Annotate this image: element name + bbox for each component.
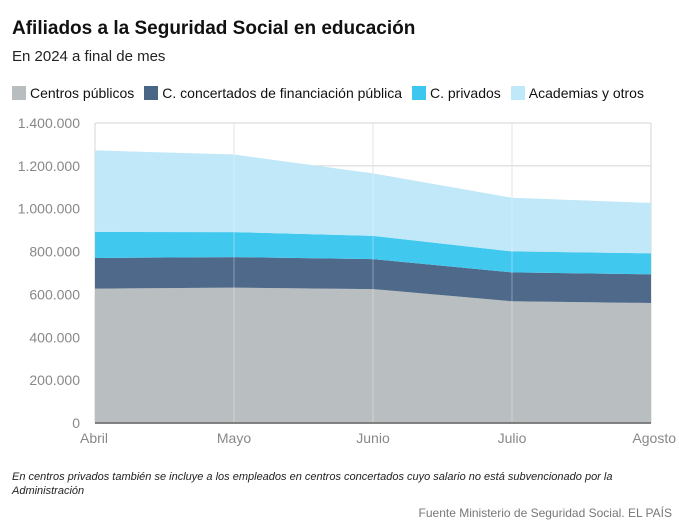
- chart-legend: Centros públicos C. concertados de finan…: [12, 84, 654, 102]
- legend-item-centros-publicos: Centros públicos: [12, 85, 134, 101]
- y-tick-label: 1.000.000: [18, 201, 80, 217]
- y-tick-label: 400.000: [29, 329, 80, 345]
- legend-swatch-academias: [510, 86, 525, 100]
- y-axis-ticks: 0 200.000 400.000 600.000 800.000 1.000.000 1.…: [18, 115, 81, 431]
- legend-swatch-concertados: [144, 86, 159, 100]
- legend-label-centros-publicos: Centros públicos: [30, 85, 135, 101]
- area-c-privados: [95, 231, 651, 275]
- legend-item-privados: C. privados: [411, 85, 501, 101]
- stacked-area-chart: 0 200.000 400.000 600.000 800.000 1.000.000 1.…: [18, 115, 677, 446]
- legend-label-concertados: C. concertados de financiación pública: [162, 85, 402, 101]
- x-tick-label: Julio: [498, 430, 527, 446]
- y-tick-label: 0: [72, 415, 80, 431]
- y-tick-label: 800.000: [29, 244, 80, 260]
- chart-subtitle: En 2024 a final de mes: [12, 48, 166, 65]
- legend-swatch-centros-publicos: [12, 86, 26, 100]
- area-academias-y-otros: [95, 150, 651, 254]
- area-series: [95, 123, 651, 424]
- area-centros-publicos: [95, 287, 651, 423]
- chart-title: Afiliados a la Seguridad Social en educa…: [12, 18, 416, 39]
- legend-swatch-privados: [411, 86, 426, 100]
- y-tick-label: 600.000: [29, 286, 80, 302]
- area-c-concertados-de-financiacion-publica: [95, 257, 651, 303]
- x-tick-label: Junio: [356, 430, 390, 446]
- legend-item-concertados: C. concertados de financiación pública: [144, 85, 402, 101]
- legend-item-academias: Academias y otros: [510, 85, 644, 101]
- x-axis-ticks: Abril Mayo Junio Julio Agosto: [80, 430, 676, 446]
- source-credit: Fuente Ministerio de Seguridad Social. E…: [418, 506, 672, 520]
- legend-label-privados: C. privados: [429, 85, 501, 101]
- legend-label-academias: Academias y otros: [528, 85, 644, 101]
- footnote: En centros privados también se incluye a…: [12, 471, 613, 497]
- y-tick-label: 1.200.000: [18, 158, 80, 174]
- x-tick-label: Abril: [80, 430, 108, 446]
- x-tick-label: Agosto: [632, 430, 676, 446]
- y-tick-label: 1.400.000: [18, 115, 80, 131]
- y-tick-label: 200.000: [29, 372, 80, 388]
- x-tick-label: Mayo: [217, 430, 251, 446]
